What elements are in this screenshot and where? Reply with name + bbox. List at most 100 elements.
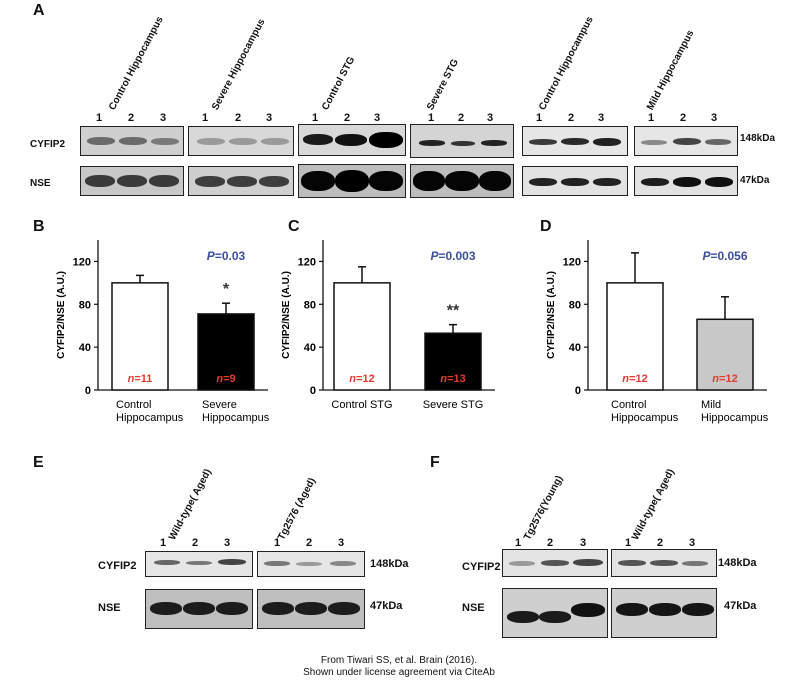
significance-marker: * bbox=[223, 281, 230, 298]
p-value-label: P=0.056 bbox=[702, 249, 747, 263]
band bbox=[150, 602, 182, 615]
y-tick-label: 0 bbox=[575, 385, 581, 397]
category-label: Mild bbox=[701, 399, 721, 411]
lane-number: 1 bbox=[428, 112, 435, 124]
lane-number: 1 bbox=[160, 537, 167, 549]
y-tick-label: 120 bbox=[563, 256, 581, 268]
bar bbox=[333, 282, 391, 391]
band bbox=[451, 141, 475, 146]
lane-number: 1 bbox=[648, 112, 655, 124]
kda-label: 47kDa bbox=[370, 600, 403, 612]
footer-license: Shown under license agreement via CiteAb bbox=[303, 667, 495, 678]
blot-strip bbox=[80, 166, 184, 196]
lane-number: 2 bbox=[568, 112, 575, 124]
group-label: Severe Hippocampus bbox=[210, 17, 268, 113]
band bbox=[301, 171, 335, 191]
p-value: =0.03 bbox=[215, 249, 246, 263]
lane-number: 1 bbox=[515, 537, 522, 549]
row-label-nse: NSE bbox=[98, 602, 121, 614]
lane-number: 2 bbox=[547, 537, 554, 549]
band bbox=[117, 175, 147, 187]
blot-strip bbox=[188, 166, 294, 196]
band bbox=[705, 177, 733, 187]
n-label: n=12 bbox=[622, 373, 647, 385]
band bbox=[561, 138, 589, 145]
band bbox=[218, 559, 246, 565]
group-label: Control Hippocampus bbox=[537, 14, 596, 113]
panel-letter-b: B bbox=[33, 218, 45, 235]
n-label-prefix: n bbox=[712, 373, 719, 385]
y-axis-label: CYFIP2/NSE (A.U.) bbox=[546, 271, 557, 359]
band bbox=[593, 138, 621, 146]
band bbox=[479, 171, 511, 191]
band bbox=[369, 132, 403, 148]
lane-number: 3 bbox=[689, 537, 696, 549]
band bbox=[195, 176, 225, 187]
y-axis-label: CYFIP2/NSE (A.U.) bbox=[281, 271, 292, 359]
band bbox=[682, 603, 714, 616]
y-tick-label: 120 bbox=[298, 256, 316, 268]
group-label: Control STG bbox=[320, 55, 358, 113]
y-tick-label: 0 bbox=[85, 385, 91, 397]
p-label: P bbox=[702, 249, 711, 263]
band bbox=[618, 560, 646, 566]
kda-label: 148kDa bbox=[370, 558, 409, 570]
blot-strip bbox=[80, 126, 184, 156]
category-label: Hippocampus bbox=[202, 412, 270, 424]
band bbox=[259, 176, 289, 187]
lane-number: 2 bbox=[235, 112, 242, 124]
blot-strip bbox=[298, 124, 406, 156]
bar bbox=[424, 332, 482, 391]
lane-number: 2 bbox=[128, 112, 135, 124]
n-label: n=9 bbox=[216, 373, 235, 385]
band bbox=[197, 138, 225, 145]
band bbox=[227, 176, 257, 187]
blot-strip bbox=[522, 126, 628, 156]
lane-number: 2 bbox=[657, 537, 664, 549]
panel-letter-a: A bbox=[33, 2, 45, 19]
band bbox=[85, 175, 115, 187]
band bbox=[650, 560, 678, 566]
band bbox=[261, 138, 289, 145]
band bbox=[229, 138, 257, 145]
n-label-prefix: n bbox=[622, 373, 629, 385]
band bbox=[529, 139, 557, 145]
blot-strip bbox=[145, 551, 253, 577]
band bbox=[295, 602, 327, 615]
category-label: Hippocampus bbox=[116, 412, 184, 424]
blot-strip bbox=[257, 551, 365, 577]
lane-number: 2 bbox=[680, 112, 687, 124]
n-label-value: =11 bbox=[134, 373, 152, 385]
group-label: Mild Hippocampus bbox=[645, 28, 697, 113]
band bbox=[593, 178, 621, 186]
blot-strip bbox=[611, 588, 717, 638]
y-tick-label: 120 bbox=[73, 256, 91, 268]
band bbox=[154, 560, 180, 565]
n-label: n=12 bbox=[712, 373, 737, 385]
band bbox=[264, 561, 290, 566]
band bbox=[216, 602, 248, 615]
lane-number: 3 bbox=[338, 537, 345, 549]
panel-letter-f: F bbox=[430, 454, 440, 471]
category-label: Severe STG bbox=[423, 399, 484, 411]
group-label: Tg2576 (Aged) bbox=[276, 476, 319, 543]
blot-strip bbox=[410, 164, 514, 198]
bar bbox=[696, 318, 754, 391]
n-label-value: =13 bbox=[447, 373, 466, 385]
lane-number: 1 bbox=[312, 112, 319, 124]
lane-number: 3 bbox=[711, 112, 718, 124]
band bbox=[413, 171, 445, 191]
kda-label: 47kDa bbox=[724, 600, 757, 612]
blot-strip bbox=[634, 166, 738, 196]
lane-number: 3 bbox=[487, 112, 494, 124]
n-label-value: =12 bbox=[719, 373, 738, 385]
kda-label: 148kDa bbox=[718, 557, 757, 569]
band bbox=[616, 603, 648, 616]
group-label: Wild-type( Aged) bbox=[630, 467, 677, 543]
lane-number: 1 bbox=[96, 112, 103, 124]
category-label: Control STG bbox=[331, 399, 392, 411]
band bbox=[641, 178, 669, 186]
